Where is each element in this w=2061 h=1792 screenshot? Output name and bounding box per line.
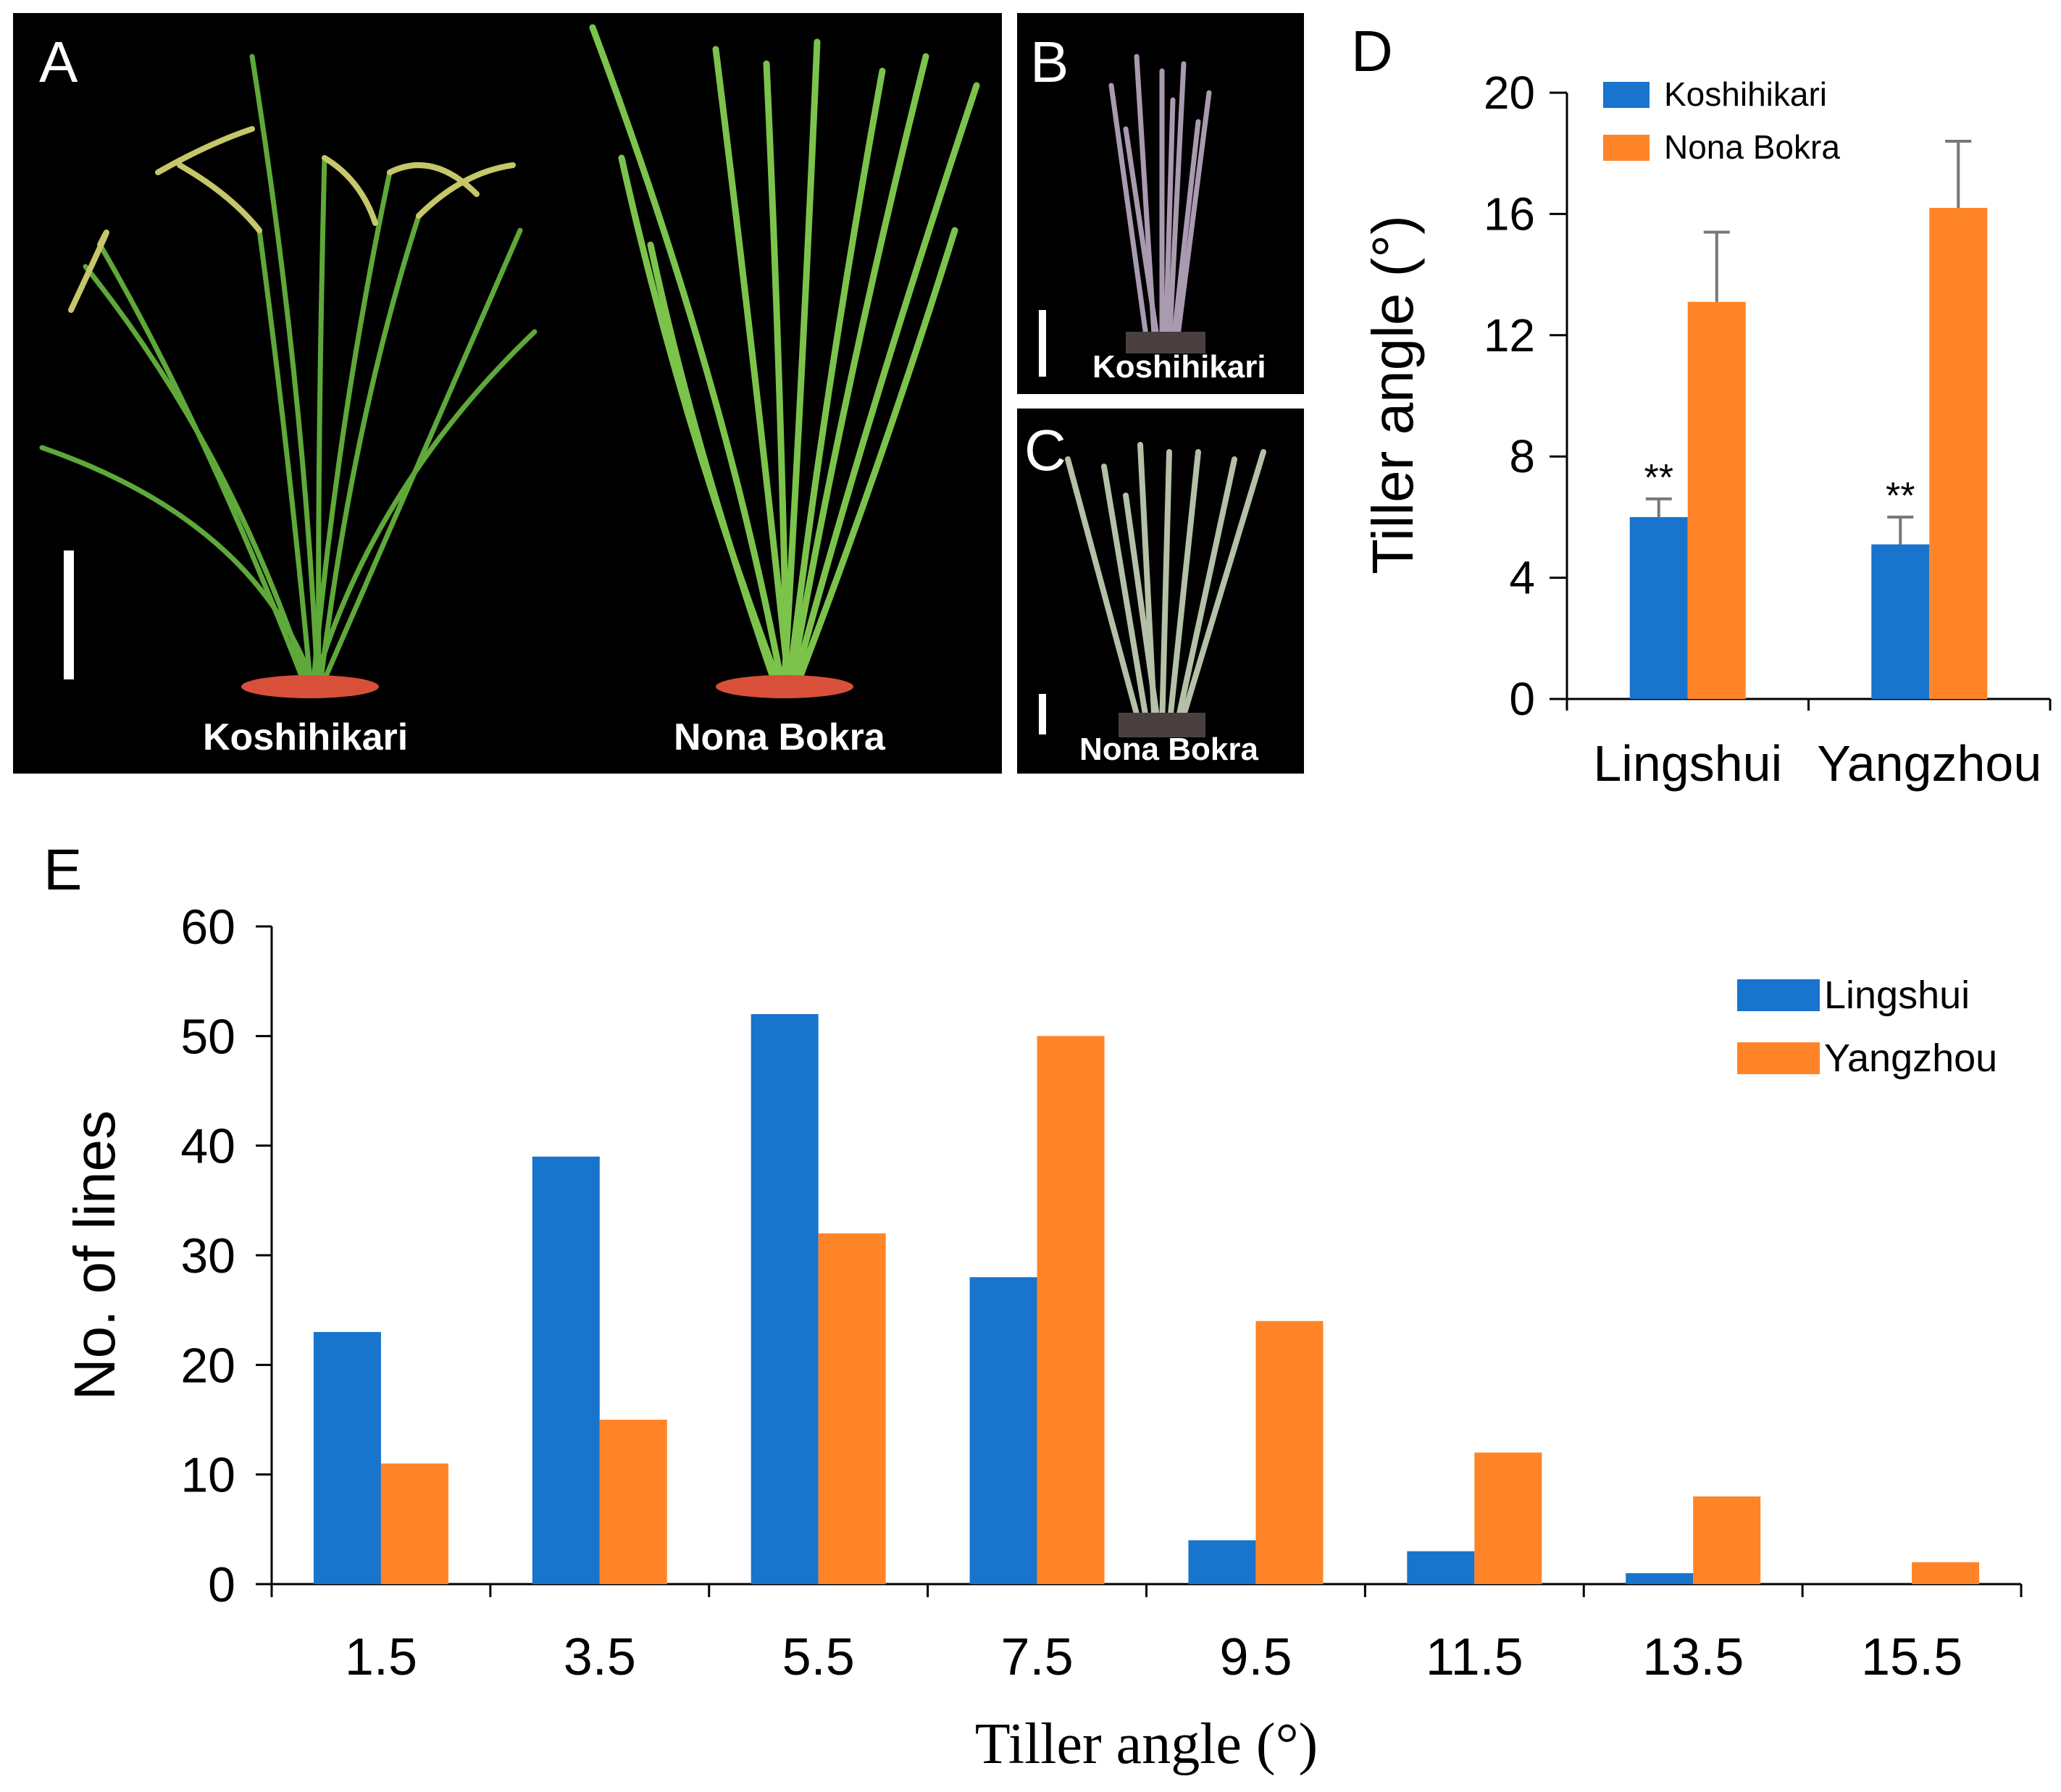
panel-e-y-tick-label: 0: [208, 1557, 235, 1612]
panel-e-bar-yangzhou: [818, 1233, 886, 1584]
panel-d-x-tick-label: Yangzhou: [1817, 735, 2041, 792]
plant-photo-a: [39, 24, 980, 698]
panel-e-y-tick-label: 50: [180, 1009, 235, 1064]
panel-e-bar-yangzhou: [1474, 1452, 1542, 1584]
panel-e-bar-yangzhou: [1255, 1320, 1324, 1584]
panel-e-y-axis-label: No. of lines: [62, 1110, 127, 1400]
photo-label-c-nona-bokra: Nona Bokra: [1079, 732, 1258, 767]
panel-e-bar-lingshui: [1626, 1573, 1694, 1584]
panel-e-bar-lingshui: [1188, 1540, 1256, 1584]
panel-d-bar-koshihikari: [1629, 516, 1688, 699]
panel-d-y-tick-label: 4: [1509, 552, 1535, 604]
panel-b-letter: B: [1030, 30, 1069, 94]
panel-e-y-tick-label: 30: [180, 1228, 235, 1284]
panel-e-legend-label: Yangzhou: [1824, 1037, 1997, 1080]
panel-e-bar-lingshui: [532, 1156, 600, 1584]
panel-e-bar-lingshui: [313, 1331, 381, 1584]
photo-panel-a: A Koshihikari Nona Bokra: [13, 13, 1002, 774]
nona-bokra-pot: [716, 675, 853, 698]
panel-e-y-tick-label: 40: [180, 1119, 235, 1174]
panel-d-y-tick-label: 20: [1484, 67, 1535, 119]
scale-bar-c: [1039, 694, 1046, 734]
panel-e-x-tick-label: 3.5: [564, 1628, 636, 1686]
panel-e-y-tick-label: 10: [180, 1448, 235, 1503]
panel-e-bar-lingshui: [751, 1014, 819, 1584]
panel-e-bar-yangzhou: [1693, 1496, 1761, 1584]
panel-c-letter: C: [1024, 418, 1066, 482]
plant-photo-c: [1065, 442, 1266, 737]
panel-e-bar-yangzhou: [380, 1463, 448, 1584]
panel-d-letter: D: [1351, 19, 1393, 83]
panel-e-x-tick-label: 5.5: [782, 1628, 855, 1686]
panel-e-letter: E: [43, 837, 82, 902]
panel-d-y-tick-label: 12: [1484, 309, 1535, 361]
panel-d-significance-label: **: [1886, 475, 1915, 517]
panel-e-bar-lingshui: [969, 1277, 1037, 1584]
panel-e-bar-lingshui: [1407, 1551, 1475, 1584]
photo-panel-c: C Nona Bokra: [1017, 409, 1304, 774]
panel-d-legend-label: Koshihikari: [1664, 75, 1827, 113]
panel-e-bar-yangzhou: [1037, 1036, 1105, 1584]
panel-e-bar-yangzhou: [1912, 1562, 1980, 1584]
koshihikari-pot: [241, 675, 379, 698]
panel-e-legend-swatch: [1737, 979, 1820, 1011]
panel-d-bar-nona-bokra: [1929, 208, 1988, 699]
photo-panel-b: B Koshihikari: [1017, 13, 1304, 394]
panel-e-x-tick-label: 7.5: [1001, 1628, 1074, 1686]
panel-e-x-tick-label: 15.5: [1861, 1628, 1962, 1686]
koshihikari-plant: [39, 54, 538, 682]
plant-photo-b: [1108, 54, 1212, 353]
panel-d-bar-nona-bokra: [1687, 301, 1746, 699]
panel-e-x-tick-label: 9.5: [1219, 1628, 1292, 1686]
panel-e-legend-swatch: [1737, 1042, 1820, 1074]
panel-d-bar-koshihikari: [1871, 544, 1930, 699]
panel-e-y-tick-label: 60: [180, 900, 235, 955]
panel-d-y-tick-label: 8: [1509, 430, 1535, 482]
panel-e-x-tick-label: 1.5: [345, 1628, 417, 1686]
photo-label-nona-bokra: Nona Bokra: [674, 716, 885, 758]
photo-label-b-koshihikari: Koshihikari: [1092, 349, 1266, 385]
panel-d-y-tick-label: 0: [1509, 673, 1535, 725]
panel-e-x-tick-label: 13.5: [1642, 1628, 1744, 1686]
panel-d-y-tick-label: 16: [1484, 188, 1535, 240]
panel-a-letter: A: [39, 30, 78, 94]
panel-e-y-tick-label: 20: [180, 1338, 235, 1393]
panel-e-x-axis-label: Tiller angle (°): [975, 1712, 1318, 1776]
koshihikari-panicles: [68, 126, 516, 313]
panel-d-x-tick-label: Lingshui: [1593, 735, 1782, 792]
panel-d-legend-swatch: [1603, 135, 1650, 161]
scale-bar-a: [64, 550, 74, 679]
panel-e-legend-label: Lingshui: [1824, 974, 1970, 1017]
panel-d-legend-swatch: [1603, 82, 1650, 108]
photo-label-koshihikari: Koshihikari: [203, 716, 409, 758]
scale-bar-b: [1039, 310, 1046, 377]
panel-e-bar-yangzhou: [599, 1420, 667, 1584]
panel-d-significance-label: **: [1644, 457, 1673, 499]
panel-d-legend-label: Nona Bokra: [1664, 128, 1840, 166]
nona-bokra-plant: [589, 24, 980, 683]
panel-e-x-tick-label: 11.5: [1426, 1628, 1523, 1686]
panel-d-y-axis-label: Tiller angle (°): [1360, 215, 1425, 574]
